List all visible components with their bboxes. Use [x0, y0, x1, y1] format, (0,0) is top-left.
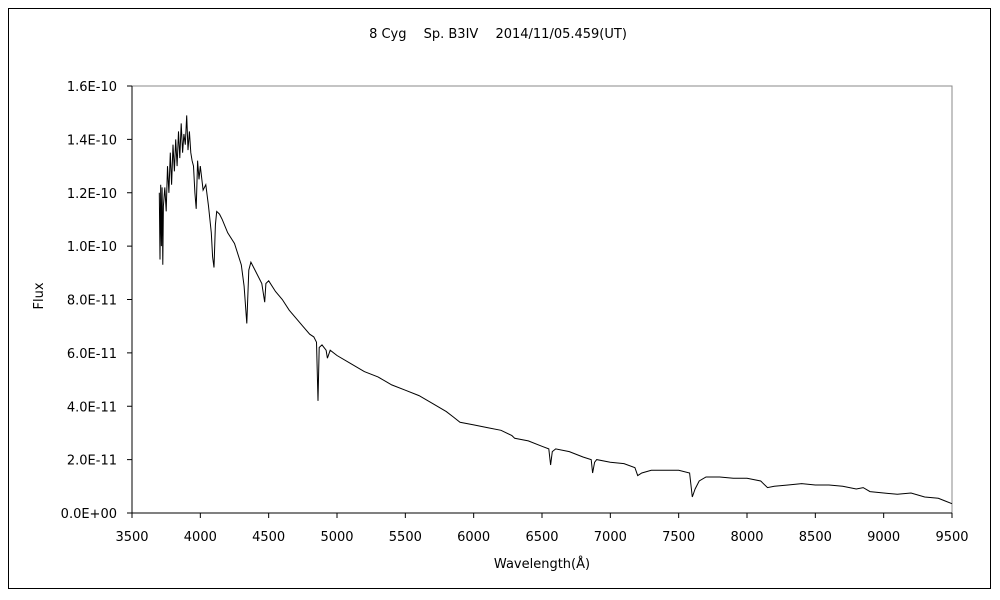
- x-axis-label: Wavelength(Å): [494, 556, 590, 572]
- plot-area: [131, 85, 953, 514]
- x-tick-label: 9500: [935, 530, 968, 545]
- x-tick-label: 9000: [867, 530, 900, 545]
- y-tick-label: 0.0E+00: [61, 507, 117, 522]
- x-tick-label: 6500: [525, 530, 558, 545]
- y-tick-label: 1.4E-10: [67, 133, 117, 148]
- y-tick-label: 1.0E-10: [67, 240, 117, 255]
- x-tick-label: 8500: [799, 530, 832, 545]
- y-tick-label: 4.0E-11: [67, 400, 117, 415]
- x-tick-label: 3500: [115, 530, 148, 545]
- y-tick-label: 1.2E-10: [67, 187, 117, 202]
- x-tick-label: 7500: [662, 530, 695, 545]
- y-tick-label: 2.0E-11: [67, 454, 117, 469]
- x-tick-label: 6000: [457, 530, 490, 545]
- x-tick-label: 4500: [252, 530, 285, 545]
- x-tick-label: 5500: [389, 530, 422, 545]
- y-tick-label: 8.0E-11: [67, 294, 117, 309]
- chart-frame: [8, 8, 991, 589]
- x-tick-label: 5000: [320, 530, 353, 545]
- x-tick-label: 4000: [184, 530, 217, 545]
- x-tick-label: 8000: [730, 530, 763, 545]
- y-tick-label: 1.6E-10: [67, 80, 117, 95]
- y-tick-label: 6.0E-11: [67, 347, 117, 362]
- x-tick-label: 7000: [594, 530, 627, 545]
- y-axis-label: Flux: [32, 282, 47, 309]
- chart-title: 8 Cyg Sp. B3IV 2014/11/05.459(UT): [369, 27, 627, 42]
- spectrum-line: [158, 115, 953, 505]
